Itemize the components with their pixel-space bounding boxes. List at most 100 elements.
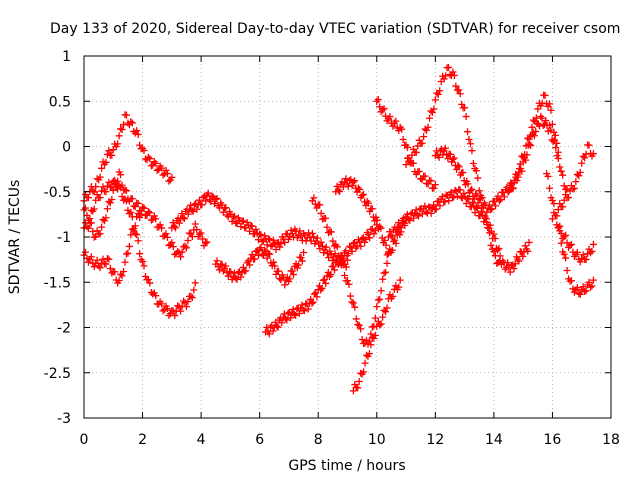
data-point [355, 378, 363, 386]
data-point [216, 266, 224, 274]
y-tick-labels: -3 -2.5 -2 -1.5 -1 -0.5 0 0.5 1 [44, 49, 71, 427]
data-point [158, 164, 166, 172]
data-point [379, 313, 387, 321]
data-point [490, 230, 498, 238]
data-point [298, 301, 306, 309]
data-point [354, 320, 362, 328]
data-point [466, 140, 474, 148]
data-point [342, 175, 350, 183]
data-point [162, 166, 170, 174]
data-point [168, 173, 176, 181]
data-point [522, 142, 530, 150]
data-point [456, 186, 464, 194]
data-point [131, 222, 139, 230]
y-tick-label: -2 [57, 321, 71, 337]
data-point [475, 187, 483, 195]
y-tick-label: -1.5 [44, 275, 71, 291]
data-point [257, 231, 265, 239]
data-point [487, 206, 495, 214]
data-point [482, 215, 490, 223]
data-point [282, 315, 290, 323]
data-point [195, 196, 203, 204]
data-point [304, 305, 312, 313]
data-point [134, 130, 142, 138]
data-point [573, 248, 581, 256]
data-point [90, 263, 98, 271]
data-point [553, 212, 561, 220]
data-point [114, 177, 122, 185]
data-point [182, 303, 190, 311]
data-point [258, 250, 266, 258]
data-point [446, 150, 454, 158]
data-point [542, 117, 550, 125]
data-point [351, 303, 359, 311]
y-tick-label: -1 [57, 230, 71, 246]
data-point [169, 243, 177, 251]
data-point [171, 312, 179, 320]
data-point [366, 234, 374, 242]
series-arc-10 [349, 276, 404, 395]
x-axis-label: GPS time / hours [288, 458, 405, 474]
data-point [295, 261, 303, 269]
data-point [344, 249, 352, 257]
data-point [168, 239, 176, 247]
data-point [233, 275, 241, 283]
data-point [159, 171, 167, 179]
data-point [334, 186, 342, 194]
data-point [125, 242, 133, 250]
data-point [127, 118, 135, 126]
data-point [143, 211, 151, 219]
data-point [396, 223, 404, 231]
data-point [286, 275, 294, 283]
series-arc-1 [80, 111, 176, 205]
data-point [562, 231, 570, 239]
data-point [219, 208, 227, 216]
data-point [412, 206, 420, 214]
data-point [242, 267, 250, 275]
data-point [579, 251, 587, 259]
data-point [180, 215, 188, 223]
data-point [575, 290, 583, 298]
x-tick-label: 8 [314, 432, 323, 448]
data-point [266, 250, 274, 258]
data-point [572, 178, 580, 186]
data-point [105, 147, 113, 155]
data-point [440, 75, 448, 83]
data-point [172, 224, 180, 232]
data-point [322, 214, 330, 222]
data-point [248, 222, 256, 230]
data-point [89, 228, 97, 236]
data-point [563, 266, 571, 274]
data-point [231, 212, 239, 220]
data-point [418, 176, 426, 184]
data-point [551, 131, 559, 139]
data-point [259, 252, 267, 260]
data-point [356, 186, 364, 194]
data-point [208, 192, 216, 200]
data-point [269, 236, 277, 244]
data-point [468, 185, 476, 193]
data-point [383, 251, 391, 259]
data-point [184, 236, 192, 244]
data-point [274, 323, 282, 331]
data-point [333, 182, 341, 190]
data-point [525, 238, 533, 246]
data-point [383, 259, 391, 267]
series-arc-2 [80, 176, 199, 320]
data-point [554, 148, 562, 156]
data-point [222, 204, 230, 212]
data-point [405, 215, 413, 223]
data-point [383, 304, 391, 312]
data-point [406, 216, 414, 224]
data-point [554, 154, 562, 162]
data-point [213, 194, 221, 202]
data-point [406, 158, 414, 166]
data-point [93, 256, 101, 264]
data-point [308, 299, 316, 307]
data-point [193, 226, 201, 234]
data-point [115, 277, 123, 285]
data-point [134, 199, 142, 207]
x-tick-label: 10 [368, 432, 386, 448]
data-point [472, 167, 480, 175]
